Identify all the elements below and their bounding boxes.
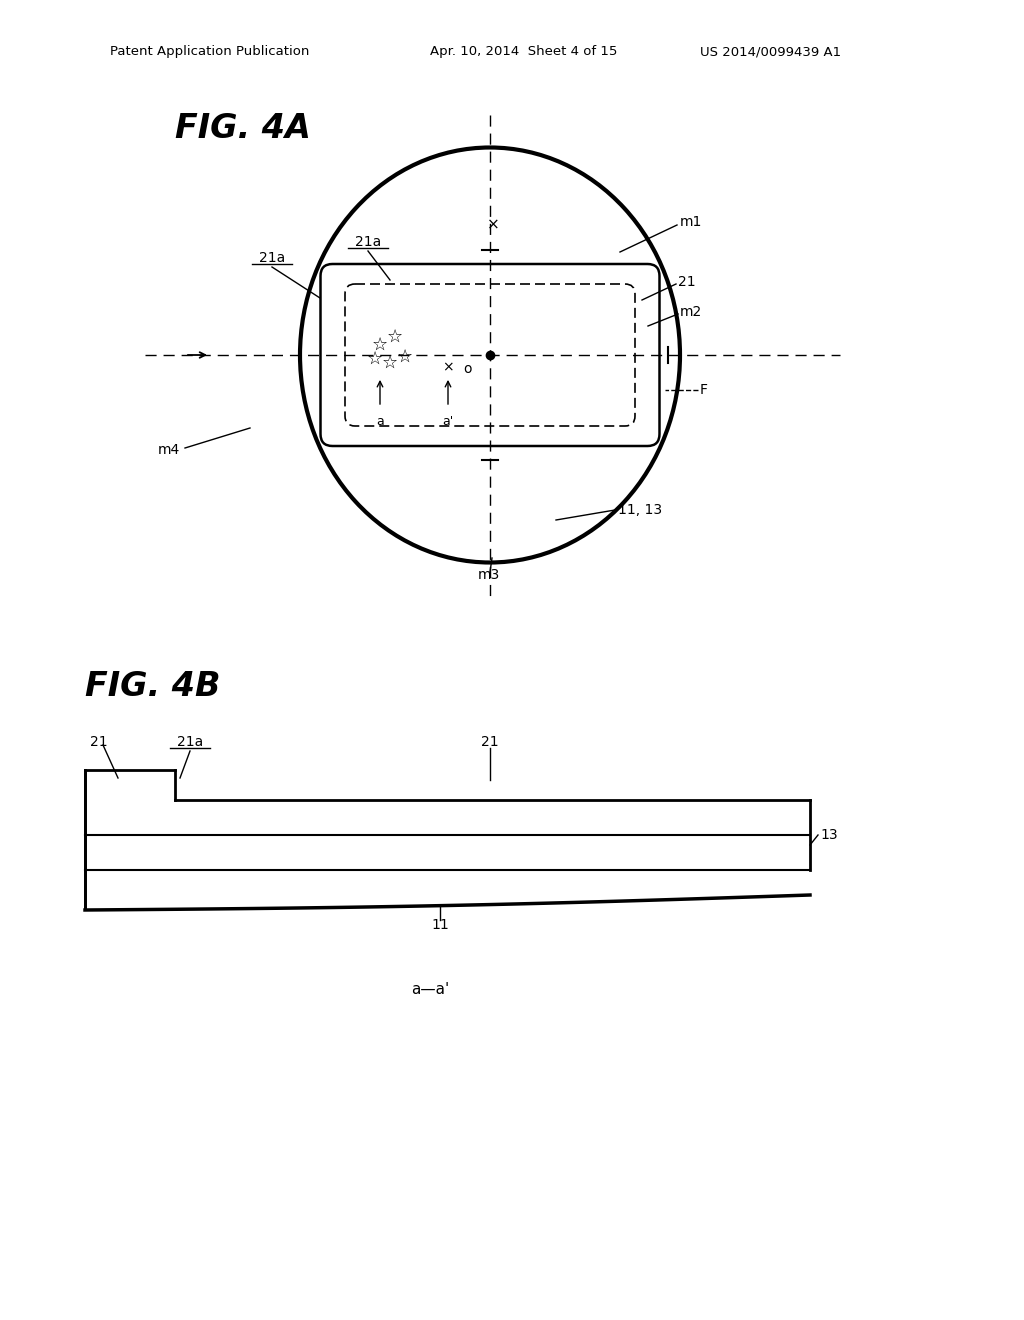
Text: a—a': a—a' xyxy=(411,982,450,998)
Text: 13: 13 xyxy=(820,828,838,842)
Text: ☆: ☆ xyxy=(367,350,383,368)
Text: m1: m1 xyxy=(680,215,702,228)
Text: a: a xyxy=(376,414,384,428)
Text: Apr. 10, 2014  Sheet 4 of 15: Apr. 10, 2014 Sheet 4 of 15 xyxy=(430,45,617,58)
Text: ☆: ☆ xyxy=(382,354,398,372)
Text: 21: 21 xyxy=(678,275,695,289)
Text: 21a: 21a xyxy=(177,735,203,748)
Text: Patent Application Publication: Patent Application Publication xyxy=(110,45,309,58)
Text: FIG. 4B: FIG. 4B xyxy=(85,671,220,704)
Text: ×: × xyxy=(486,218,500,232)
Text: a': a' xyxy=(442,414,454,428)
Text: ☆: ☆ xyxy=(397,348,413,366)
Text: m4: m4 xyxy=(158,444,180,457)
Polygon shape xyxy=(175,800,810,836)
Text: 21a: 21a xyxy=(259,251,285,265)
Polygon shape xyxy=(85,770,175,836)
Text: o: o xyxy=(464,362,472,376)
Text: m2: m2 xyxy=(680,305,702,319)
Text: FIG. 4A: FIG. 4A xyxy=(175,112,311,145)
Polygon shape xyxy=(85,836,810,870)
Text: 11: 11 xyxy=(431,917,449,932)
Text: F: F xyxy=(700,383,708,397)
Text: 21: 21 xyxy=(481,735,499,748)
Text: US 2014/0099439 A1: US 2014/0099439 A1 xyxy=(700,45,841,58)
Text: ☆: ☆ xyxy=(372,337,388,354)
Text: 11, 13: 11, 13 xyxy=(618,503,663,517)
Text: 21a: 21a xyxy=(355,235,381,249)
Text: ×: × xyxy=(442,360,454,374)
Polygon shape xyxy=(85,870,810,909)
Text: m3: m3 xyxy=(478,568,501,582)
Text: ☆: ☆ xyxy=(387,327,403,346)
Text: 21: 21 xyxy=(90,735,108,748)
